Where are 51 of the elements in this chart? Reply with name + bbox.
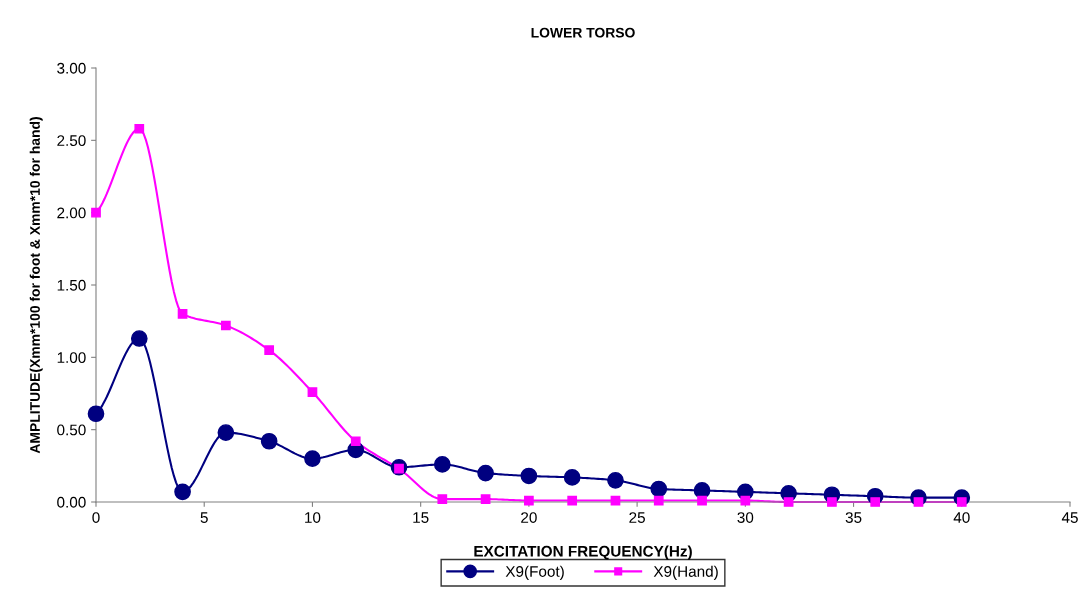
y-tick-label: 2.50 [57,135,86,147]
point [304,450,321,467]
point [350,436,361,447]
x-tick-label: 25 [629,512,645,523]
point [264,345,275,355]
y-tick-label: 1.50 [57,279,86,291]
x-tick-label: 40 [953,512,970,523]
point [217,424,235,441]
point [130,330,148,347]
point [477,464,494,482]
point [697,495,707,506]
x-tick-label: 0 [92,512,100,523]
point [174,483,191,501]
y-tick-label: 3.00 [57,62,86,74]
point [437,494,448,504]
point [480,494,491,504]
x-tick-label: 5 [200,512,208,523]
point [524,495,534,506]
legend-label: X9(Hand) [653,565,718,580]
point [221,320,231,331]
x-tick-label: 35 [845,512,862,523]
point [87,405,105,423]
x-axis-title: EXCITATION FREQUENCY(Hz) [474,545,692,560]
point [653,495,664,506]
y-tick-label: 0.50 [57,424,86,436]
point [827,497,837,507]
point [433,456,451,473]
y-tick-label: 1.00 [57,352,86,364]
point [783,497,794,507]
x-tick-label: 45 [1061,512,1078,523]
point [307,387,318,397]
x-tick-label: 30 [737,512,754,523]
y-tick-label: 2.00 [57,207,86,219]
point [520,467,538,485]
point [650,480,668,498]
point [607,471,624,489]
chart-title: LOWER TORSO [531,27,635,38]
point [870,497,881,507]
point [563,469,581,486]
point [91,207,101,218]
point [260,432,278,450]
y-axis-title: AMPLITUDE(Xmm*100 for foot & Xmm*10 for hand) [29,117,43,454]
x-tick-label: 20 [521,512,537,523]
point [177,309,188,319]
point [134,123,145,134]
x-tick-label: 15 [413,512,429,523]
point [740,495,751,506]
legend-label: X9(Foot) [505,565,564,580]
point [567,495,578,506]
y-tick-label: 0.00 [57,496,86,508]
x-tick-label: 10 [305,512,321,523]
